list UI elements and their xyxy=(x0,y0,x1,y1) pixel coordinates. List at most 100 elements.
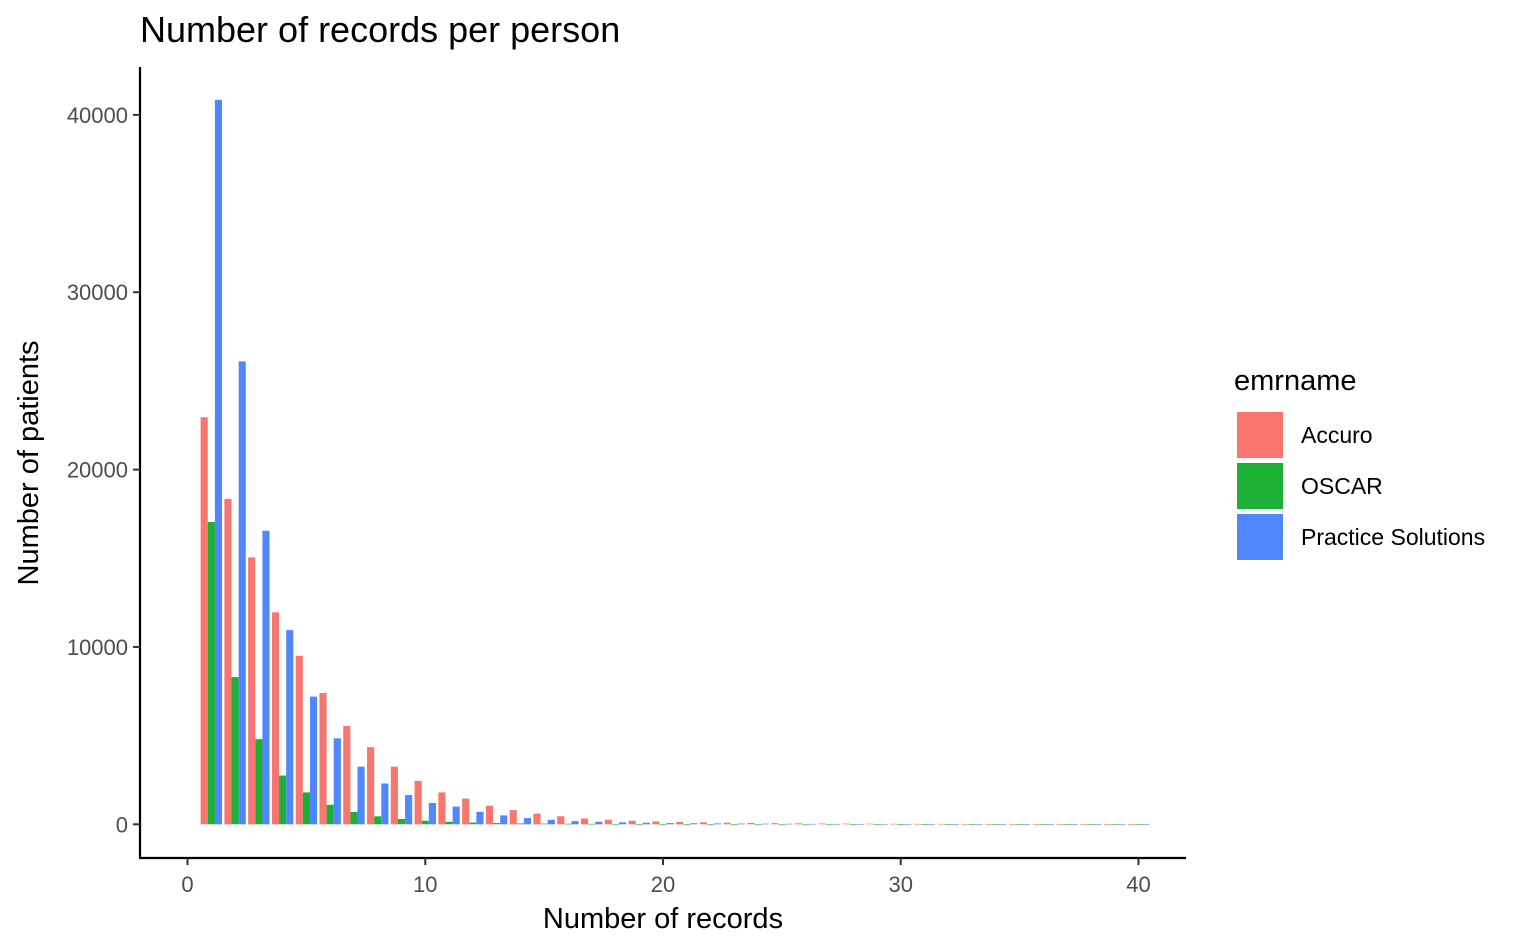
bar-accuro-24 xyxy=(747,822,755,825)
y-ticks-group: 0 10000 20000 30000 40000 xyxy=(67,103,140,837)
bar-accuro-27 xyxy=(818,823,826,825)
bar-oscar-32 xyxy=(944,824,952,825)
bar-accuro-40 xyxy=(1127,824,1135,825)
bar-accuro-29 xyxy=(866,823,874,825)
bar-practice-solutions-6 xyxy=(333,738,341,825)
bar-oscar-18 xyxy=(611,823,620,825)
bar-oscar-22 xyxy=(706,824,715,825)
bar-practice-solutions-32 xyxy=(951,824,959,825)
bar-oscar-5 xyxy=(302,792,310,825)
bar-practice-solutions-10 xyxy=(428,803,436,825)
legend-title: emrname xyxy=(1234,365,1357,397)
bar-practice-solutions-27 xyxy=(832,823,841,825)
bar-practice-solutions-24 xyxy=(761,823,769,825)
bar-accuro-32 xyxy=(937,823,945,825)
bar-practice-solutions-5 xyxy=(309,696,318,825)
bar-oscar-28 xyxy=(849,824,857,825)
bar-accuro-20 xyxy=(652,821,660,825)
bar-practice-solutions-1 xyxy=(214,99,223,825)
bar-practice-solutions-40 xyxy=(1142,824,1150,825)
bar-practice-solutions-35 xyxy=(1023,824,1031,825)
bar-practice-solutions-25 xyxy=(785,823,793,825)
bar-practice-solutions-17 xyxy=(595,821,603,825)
x-tick-label: 40 xyxy=(1126,872,1150,897)
y-axis-title: Number of patients xyxy=(13,340,45,585)
bar-practice-solutions-15 xyxy=(547,819,555,825)
bar-practice-solutions-13 xyxy=(500,815,508,825)
bar-oscar-31 xyxy=(920,824,929,825)
bar-oscar-4 xyxy=(279,775,287,825)
bar-practice-solutions-30 xyxy=(904,824,912,825)
bar-accuro-1 xyxy=(200,417,208,825)
bar-practice-solutions-2 xyxy=(238,361,246,825)
bar-oscar-29 xyxy=(873,824,881,825)
bar-oscar-9 xyxy=(397,818,406,825)
bar-oscar-30 xyxy=(897,824,905,825)
bar-oscar-23 xyxy=(730,824,738,825)
bar-accuro-23 xyxy=(723,822,731,825)
bar-accuro-9 xyxy=(390,766,398,825)
bar-oscar-17 xyxy=(588,823,596,825)
bar-practice-solutions-36 xyxy=(1046,824,1055,825)
bar-practice-solutions-23 xyxy=(737,823,746,825)
bar-accuro-10 xyxy=(414,780,422,825)
bar-accuro-21 xyxy=(676,822,684,825)
bar-practice-solutions-33 xyxy=(975,824,983,825)
bar-oscar-1 xyxy=(207,521,215,825)
bar-oscar-34 xyxy=(992,824,1000,825)
bar-practice-solutions-26 xyxy=(809,823,817,825)
bar-accuro-3 xyxy=(248,557,256,825)
bar-practice-solutions-3 xyxy=(262,530,270,825)
bar-oscar-19 xyxy=(635,824,643,825)
bar-practice-solutions-39 xyxy=(1118,824,1126,825)
bar-oscar-3 xyxy=(255,739,263,825)
bar-oscar-12 xyxy=(469,822,477,825)
bar-accuro-22 xyxy=(699,822,707,825)
bar-oscar-37 xyxy=(1063,824,1071,825)
bar-oscar-16 xyxy=(564,823,572,825)
bar-oscar-39 xyxy=(1111,824,1119,825)
bar-practice-solutions-8 xyxy=(381,783,389,825)
bar-accuro-4 xyxy=(271,612,280,825)
bar-oscar-10 xyxy=(421,820,429,825)
bar-practice-solutions-12 xyxy=(476,811,484,825)
bar-practice-solutions-28 xyxy=(856,823,864,825)
y-tick-label: 30000 xyxy=(67,280,128,305)
bar-oscar-33 xyxy=(968,824,976,825)
bar-oscar-7 xyxy=(350,811,358,825)
bar-practice-solutions-19 xyxy=(642,822,650,825)
bar-accuro-34 xyxy=(985,824,993,825)
bar-oscar-21 xyxy=(683,824,691,825)
x-tick-label: 20 xyxy=(651,872,675,897)
legend: emrname Accuro OSCAR Practice Solutions xyxy=(1234,365,1485,560)
bar-practice-solutions-29 xyxy=(880,823,888,825)
bar-accuro-30 xyxy=(890,823,898,825)
bar-accuro-35 xyxy=(1008,824,1017,825)
x-tick-label: 30 xyxy=(888,872,912,897)
bar-oscar-27 xyxy=(825,824,833,825)
y-tick-label: 10000 xyxy=(67,635,128,660)
bar-accuro-5 xyxy=(295,655,303,825)
bar-accuro-36 xyxy=(1032,824,1040,825)
bar-practice-solutions-22 xyxy=(714,823,722,825)
bar-practice-solutions-16 xyxy=(571,821,579,825)
bar-oscar-38 xyxy=(1087,824,1095,825)
bar-accuro-26 xyxy=(794,823,803,825)
bar-accuro-19 xyxy=(628,820,636,825)
bar-accuro-14 xyxy=(509,810,517,825)
bars-group xyxy=(200,99,1150,825)
bar-practice-solutions-11 xyxy=(452,806,460,825)
y-tick-label: 20000 xyxy=(67,458,128,483)
bar-oscar-14 xyxy=(516,823,524,825)
legend-label-practice-solutions: Practice Solutions xyxy=(1301,524,1485,550)
bar-practice-solutions-37 xyxy=(1070,824,1078,825)
bar-oscar-25 xyxy=(778,824,786,825)
bar-accuro-13 xyxy=(485,805,494,825)
bar-accuro-12 xyxy=(462,798,470,825)
bar-oscar-26 xyxy=(802,824,810,825)
bar-accuro-37 xyxy=(1056,824,1064,825)
bar-oscar-6 xyxy=(326,804,334,825)
bar-accuro-16 xyxy=(557,816,565,825)
bar-oscar-36 xyxy=(1039,824,1047,825)
bar-accuro-7 xyxy=(343,725,351,825)
